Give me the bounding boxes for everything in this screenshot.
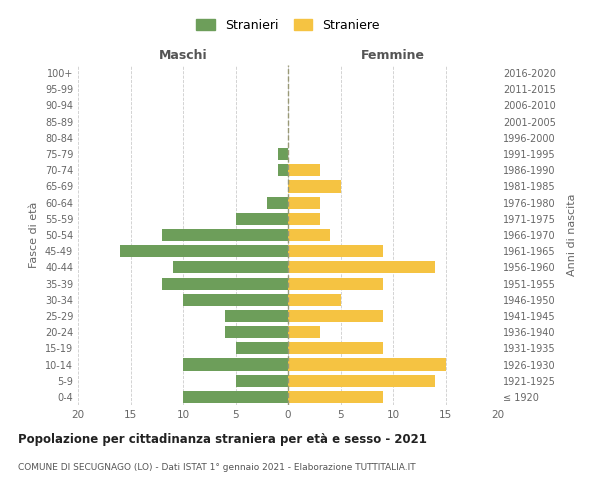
- Bar: [235, 342, 288, 354]
- Text: Popolazione per cittadinanza straniera per età e sesso - 2021: Popolazione per cittadinanza straniera p…: [18, 432, 427, 446]
- Bar: [225, 326, 288, 338]
- Bar: [120, 245, 288, 258]
- Bar: [288, 391, 383, 403]
- Bar: [288, 262, 435, 274]
- Bar: [288, 196, 320, 208]
- Bar: [183, 391, 288, 403]
- Bar: [288, 180, 341, 192]
- Legend: Stranieri, Straniere: Stranieri, Straniere: [196, 18, 380, 32]
- Bar: [288, 229, 330, 241]
- Text: Maschi: Maschi: [158, 49, 208, 62]
- Bar: [183, 358, 288, 370]
- Bar: [267, 196, 288, 208]
- Bar: [183, 294, 288, 306]
- Bar: [288, 374, 435, 387]
- Bar: [288, 164, 320, 176]
- Bar: [288, 326, 320, 338]
- Bar: [277, 148, 288, 160]
- Bar: [162, 278, 288, 289]
- Bar: [288, 212, 320, 225]
- Bar: [235, 374, 288, 387]
- Y-axis label: Anni di nascita: Anni di nascita: [567, 194, 577, 276]
- Bar: [288, 278, 383, 289]
- Bar: [173, 262, 288, 274]
- Bar: [288, 342, 383, 354]
- Bar: [288, 310, 383, 322]
- Text: COMUNE DI SECUGNAGO (LO) - Dati ISTAT 1° gennaio 2021 - Elaborazione TUTTITALIA.: COMUNE DI SECUGNAGO (LO) - Dati ISTAT 1°…: [18, 463, 416, 472]
- Y-axis label: Fasce di età: Fasce di età: [29, 202, 39, 268]
- Bar: [288, 294, 341, 306]
- Bar: [235, 212, 288, 225]
- Bar: [162, 229, 288, 241]
- Text: Femmine: Femmine: [361, 49, 425, 62]
- Bar: [225, 310, 288, 322]
- Bar: [277, 164, 288, 176]
- Bar: [288, 245, 383, 258]
- Bar: [288, 358, 445, 370]
